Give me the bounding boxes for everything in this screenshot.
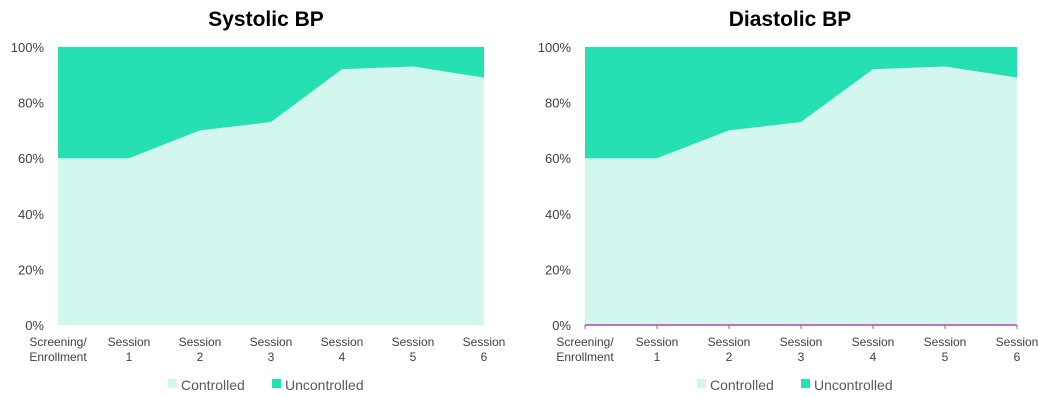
x-tick-label: Session 1 xyxy=(636,335,679,364)
x-tick-label: Screening/Enrollment xyxy=(556,335,614,364)
legend-swatch-controlled xyxy=(697,379,706,388)
x-tick-label-line: 2 xyxy=(197,350,204,364)
legend-swatch-uncontrolled xyxy=(801,379,810,388)
systolic-bp-chart: Systolic BP 0% 20% 40% 60% 80% 100% Screening/E… xyxy=(11,8,506,393)
x-tick-label-line: Session xyxy=(108,335,151,349)
legend-label: Controlled xyxy=(710,377,774,393)
y-tick-label: 0% xyxy=(25,318,44,333)
x-tick-label-line: Session xyxy=(996,335,1038,349)
x-tick-label-line: Session xyxy=(463,335,506,349)
x-tick-label-line: 6 xyxy=(1014,350,1021,364)
area-uncontrolled xyxy=(585,47,1017,159)
y-tick-label: 80% xyxy=(18,96,44,111)
legend-label: Uncontrolled xyxy=(814,377,893,393)
x-tick-label: Session 4 xyxy=(321,335,364,364)
x-tick-label-line: Session xyxy=(321,335,364,349)
x-tick-label: Session 3 xyxy=(780,335,823,364)
x-tick-label-line: Session xyxy=(392,335,435,349)
x-tick-label: Session 6 xyxy=(996,335,1038,364)
x-tick-label-line: 5 xyxy=(942,350,949,364)
x-tick-label-line: Session xyxy=(924,335,967,349)
x-tick-label-line: Session xyxy=(250,335,293,349)
x-tick-label: Session 5 xyxy=(924,335,967,364)
x-tick-label-line: Session xyxy=(780,335,823,349)
y-tick-label: 100% xyxy=(11,40,45,55)
y-tick-label: 80% xyxy=(545,96,571,111)
y-tick-label: 20% xyxy=(18,262,44,277)
x-tick-label: Screening/Enrollment xyxy=(29,335,87,364)
x-tick-label: Session 1 xyxy=(108,335,151,364)
chart-title: Systolic BP xyxy=(208,8,324,31)
x-tick-label-line: 4 xyxy=(339,350,346,364)
x-tick-label: Session 2 xyxy=(179,335,222,364)
y-tick-label: 60% xyxy=(18,151,44,166)
x-tick-label-line: Session xyxy=(636,335,679,349)
area-controlled xyxy=(585,66,1017,326)
x-tick-label: Session 6 xyxy=(463,335,506,364)
chart-title: Diastolic BP xyxy=(729,8,852,31)
x-tick-label-line: Enrollment xyxy=(556,350,614,364)
x-tick-label-line: 3 xyxy=(268,350,275,364)
diastolic-bp-chart: Diastolic BP 0% 20% 40% 60% 80% 100% Screening/… xyxy=(538,8,1038,393)
area-uncontrolled xyxy=(58,47,484,159)
x-tick-label-line: Screening/ xyxy=(29,335,87,349)
legend-label: Controlled xyxy=(181,377,245,393)
x-tick-label-line: 1 xyxy=(126,350,133,364)
y-tick-label: 100% xyxy=(538,40,572,55)
x-tick-label: Session 3 xyxy=(250,335,293,364)
x-tick-label-line: 5 xyxy=(410,350,417,364)
x-tick-label: Session 2 xyxy=(708,335,751,364)
x-tick-label-line: 1 xyxy=(654,350,661,364)
y-tick-label: 20% xyxy=(545,262,571,277)
y-tick-label: 60% xyxy=(545,151,571,166)
legend-label: Uncontrolled xyxy=(285,377,364,393)
x-tick-label-line: Enrollment xyxy=(29,350,87,364)
x-tick-label-line: 4 xyxy=(870,350,877,364)
x-tick-label: Session 5 xyxy=(392,335,435,364)
area-controlled xyxy=(58,66,484,326)
x-tick-label-line: Session xyxy=(708,335,751,349)
x-tick-label-line: Session xyxy=(852,335,895,349)
y-tick-label: 0% xyxy=(552,318,571,333)
x-tick-label-line: Screening/ xyxy=(556,335,614,349)
legend-swatch-controlled xyxy=(168,379,177,388)
x-tick-label-line: 6 xyxy=(481,350,488,364)
legend-swatch-uncontrolled xyxy=(272,379,281,388)
x-tick-label: Session 4 xyxy=(852,335,895,364)
x-tick-label-line: 3 xyxy=(798,350,805,364)
x-tick-label-line: Session xyxy=(179,335,222,349)
x-tick-label-line: 2 xyxy=(726,350,733,364)
y-tick-label: 40% xyxy=(545,207,571,222)
y-tick-label: 40% xyxy=(18,207,44,222)
